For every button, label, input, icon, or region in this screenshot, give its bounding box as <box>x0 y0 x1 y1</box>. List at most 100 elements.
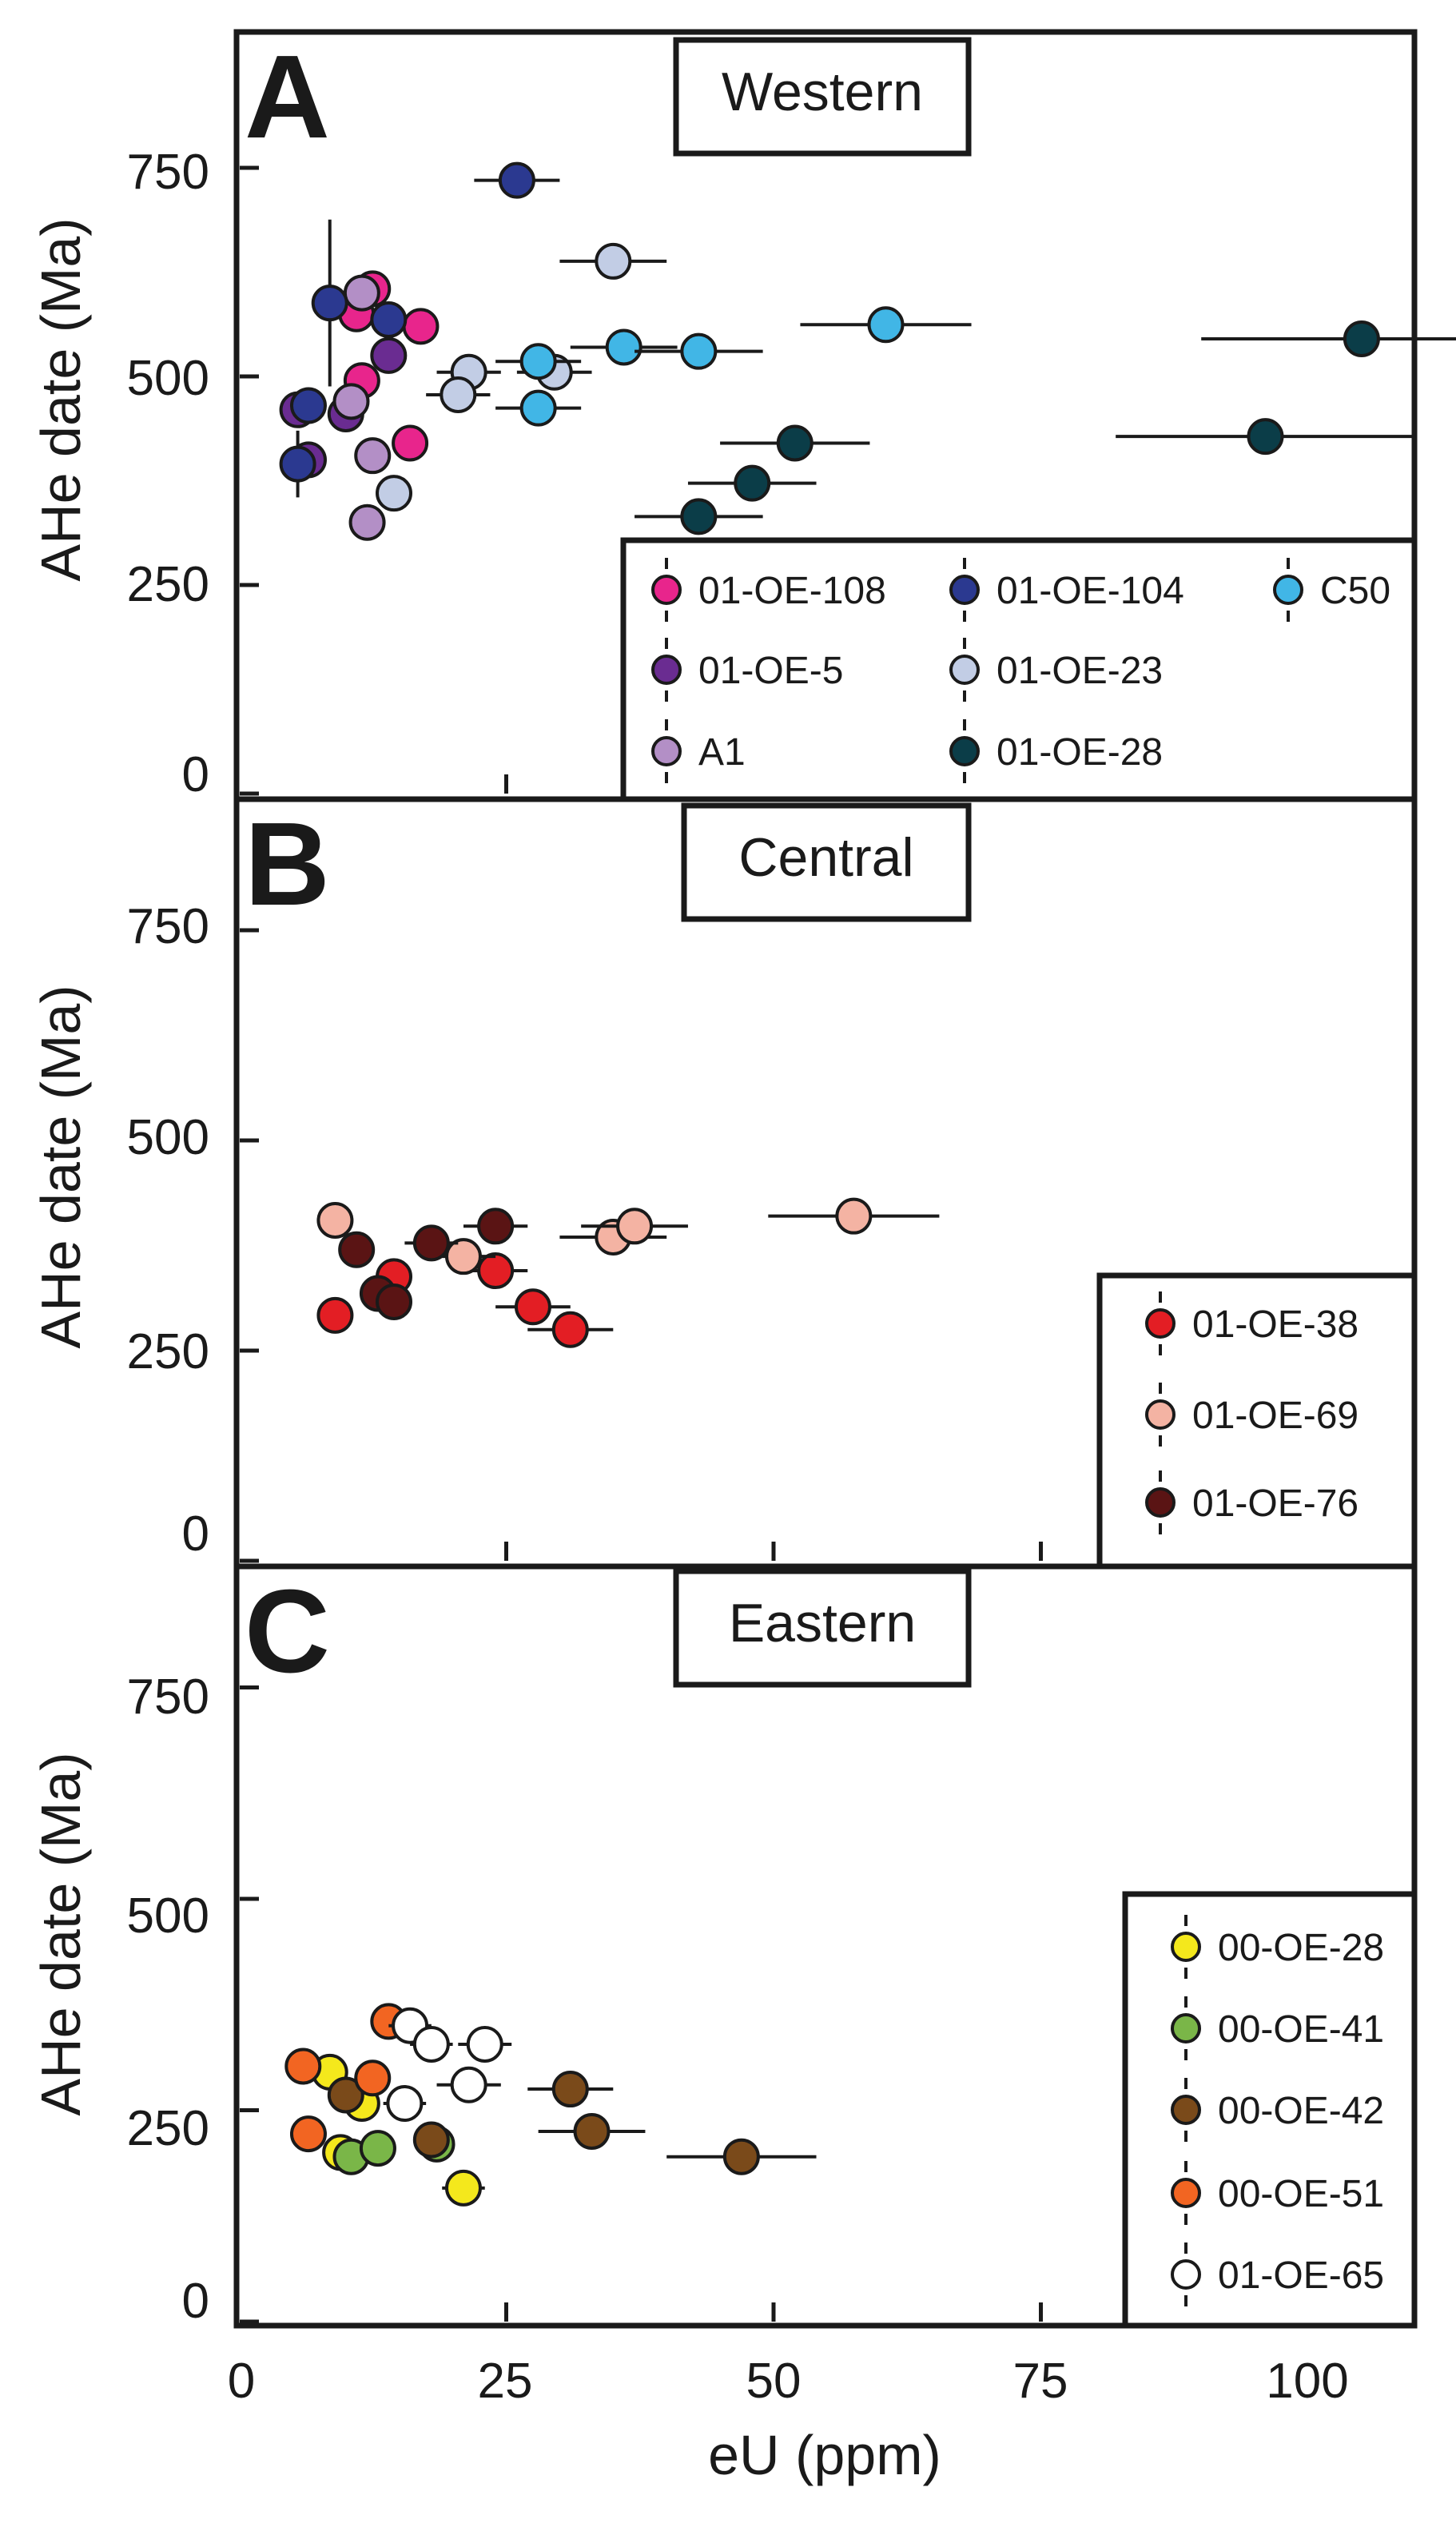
point-marker <box>1343 320 1380 358</box>
data-point <box>316 1201 354 1239</box>
data-point <box>289 2115 327 2153</box>
point-marker <box>680 498 718 535</box>
data-point <box>570 328 678 366</box>
point-marker <box>444 1238 482 1275</box>
point-marker <box>573 2112 611 2150</box>
data-point <box>359 2130 396 2167</box>
data-point <box>768 1197 940 1235</box>
data-point <box>370 301 408 339</box>
data-point <box>635 498 763 535</box>
legend-entry: C50 <box>1273 558 1390 622</box>
legend-marker <box>1171 2095 1201 2125</box>
panel-c-title: Eastern <box>729 1593 916 1654</box>
data-point <box>376 1283 413 1320</box>
data-point <box>581 1208 688 1245</box>
point-marker <box>316 1296 354 1334</box>
panel-c-legend-entries: 00-OE-28 00-OE-41 00-OE-42 00-OE-51 01-OE-65 <box>1171 1915 1384 2306</box>
panel-a-plot <box>240 161 1456 796</box>
panel-b-ytick-label-750: 750 <box>127 899 209 954</box>
legend-marker <box>949 655 980 685</box>
point-marker <box>311 285 348 322</box>
point-marker <box>279 445 316 483</box>
point-marker <box>450 2066 487 2103</box>
panel-c-legend: 00-OE-28 00-OE-41 00-OE-42 00-OE-51 01-OE-65 <box>1122 1891 1418 2329</box>
panel-c-title-box <box>673 1568 972 1688</box>
data-point <box>327 2076 364 2114</box>
point-marker <box>477 1208 515 1245</box>
data-point <box>311 219 348 387</box>
legend-label: 01-OE-76 <box>1192 1482 1359 1525</box>
legend-label: 01-OE-38 <box>1192 1303 1359 1346</box>
data-point <box>289 387 327 424</box>
legend-marker <box>651 575 682 605</box>
panel-a-legend: 01-OE-108 01-OE-5 A1 01-OE-104 01-OE-23 C50 01… <box>620 537 1418 802</box>
panel-c-xtick-label-0: 0 <box>228 2354 255 2409</box>
legend-label: A1 <box>698 731 746 774</box>
data-point <box>666 2138 817 2175</box>
data-point <box>495 389 582 427</box>
data-point <box>316 1296 354 1334</box>
point-marker <box>440 376 477 413</box>
panel-a-ytick-label-0: 0 <box>182 747 209 802</box>
point-marker <box>776 424 814 462</box>
panel-c-plot <box>240 1685 1311 2324</box>
legend-entry: 00-OE-42 <box>1171 2078 1384 2142</box>
panel-a-title: Western <box>722 62 923 122</box>
data-point <box>354 437 392 475</box>
panel-c-ytick-label-250: 250 <box>127 2101 209 2156</box>
panel-c-x-axis: 0 25 50 75 100 eU (ppm) <box>228 2354 1349 2486</box>
point-marker <box>386 2085 424 2123</box>
panel-b-ytick-label-250: 250 <box>127 1324 209 1379</box>
data-point <box>527 1311 614 1348</box>
point-marker <box>376 1283 413 1320</box>
panel-c-ylabel: AHe date (Ma) <box>30 1752 92 2115</box>
panel-c-ytick-label-0: 0 <box>182 2274 209 2329</box>
legend-marker <box>1145 1308 1176 1339</box>
point-marker <box>402 308 440 345</box>
point-marker <box>477 1252 515 1290</box>
point-marker <box>514 1288 551 1326</box>
panel-b-plot <box>240 928 1311 1563</box>
point-marker <box>412 2121 450 2159</box>
legend-label: 01-OE-69 <box>1192 1395 1359 1437</box>
legend-marker <box>1145 1487 1176 1518</box>
point-marker <box>359 2130 396 2167</box>
legend-marker <box>949 575 980 605</box>
legend-label: 01-OE-104 <box>997 570 1184 612</box>
panel-c-xtick-label-50: 50 <box>746 2354 802 2409</box>
data-point <box>370 336 408 374</box>
point-marker <box>1247 418 1284 456</box>
point-marker <box>354 437 392 475</box>
panel-c-letter: C <box>245 1566 330 1697</box>
panel-b-legend: 01-OE-38 01-OE-69 01-OE-76 <box>1096 1272 1418 1570</box>
panel-a-ylabel: AHe date (Ma) <box>30 217 92 581</box>
legend-marker <box>651 655 682 685</box>
point-marker <box>551 2071 589 2108</box>
legend-marker <box>1273 575 1303 605</box>
data-point <box>332 383 370 420</box>
data-point <box>354 2059 392 2097</box>
point-marker <box>498 161 535 199</box>
panel-a-y-axis: 750 500 250 0 AHe date (Ma) <box>30 145 209 802</box>
point-marker <box>734 464 771 502</box>
data-point <box>436 2066 501 2103</box>
data-point <box>538 2112 646 2150</box>
point-marker <box>680 332 718 370</box>
point-marker <box>412 1224 450 1262</box>
legend-marker <box>1171 1932 1201 1962</box>
data-point <box>687 464 817 502</box>
panel-c-ytick-label-750: 750 <box>127 1669 209 1725</box>
panel-b-y-axis: 750 500 250 0 AHe date (Ma) <box>30 899 209 1562</box>
legend-entry: 01-OE-5 <box>651 638 843 702</box>
data-point <box>463 1208 528 1245</box>
data-point <box>495 1288 571 1326</box>
legend-entry: 01-OE-38 <box>1145 1291 1359 1355</box>
panel-a-ytick-label-250: 250 <box>127 557 209 612</box>
legend-label: 01-OE-65 <box>1218 2254 1384 2297</box>
data-point <box>1201 320 1456 358</box>
legend-label: 00-OE-41 <box>1218 2008 1384 2051</box>
panel-a-letter: A <box>245 31 330 163</box>
data-point <box>426 376 491 413</box>
legend-marker <box>1171 2178 1201 2208</box>
data-point <box>404 1224 459 1262</box>
